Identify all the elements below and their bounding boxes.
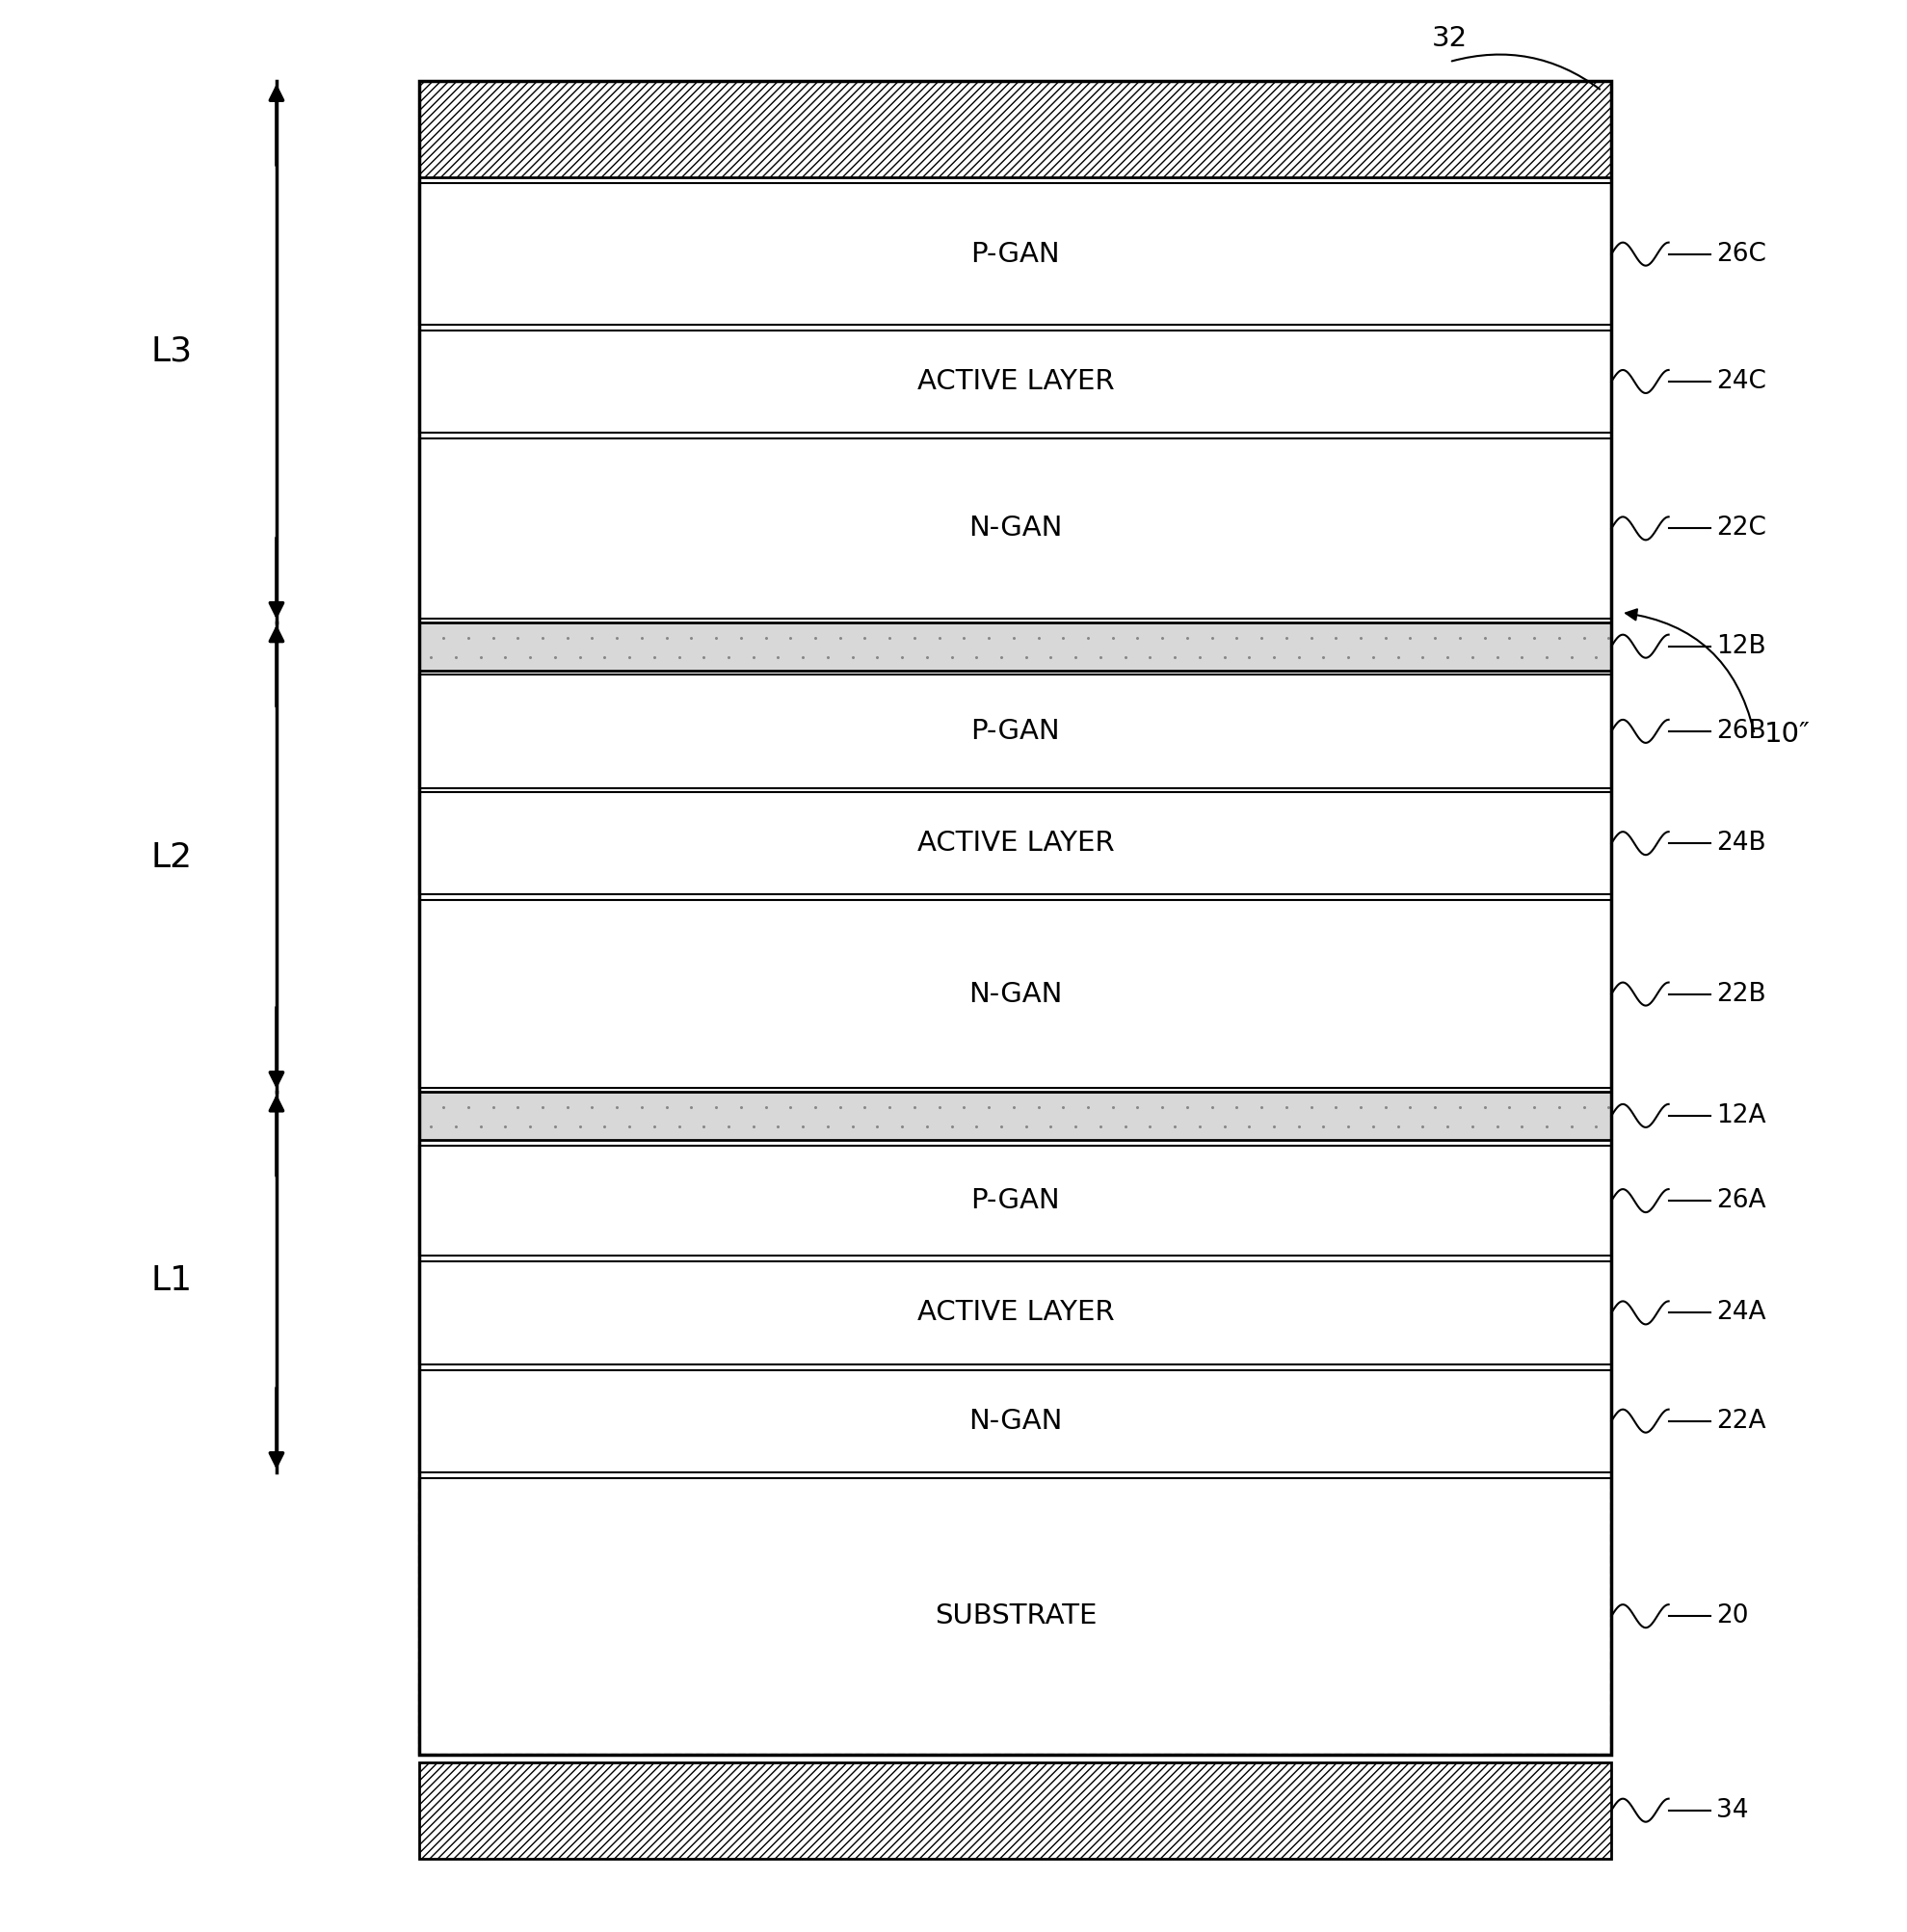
Bar [420,81,1611,1754]
Bar [420,439,1611,618]
Text: L2: L2 [151,842,193,873]
Text: L3: L3 [151,336,193,367]
Bar [420,674,1611,788]
Text: P-GAN: P-GAN [971,719,1060,744]
Text: 10″: 10″ [1764,721,1810,748]
Text: 26B: 26B [1716,719,1766,744]
Text: 24C: 24C [1716,369,1766,394]
Text: ACTIVE LAYER: ACTIVE LAYER [917,1300,1114,1325]
Text: ACTIVE LAYER: ACTIVE LAYER [917,369,1114,394]
Text: 24B: 24B [1716,831,1766,856]
Bar [420,900,1611,1088]
Bar [420,1370,1611,1472]
Text: L1: L1 [151,1265,193,1296]
Text: ACTIVE LAYER: ACTIVE LAYER [917,831,1114,856]
Text: 24A: 24A [1716,1300,1766,1325]
Text: N-GAN: N-GAN [969,516,1062,541]
Bar [420,1146,1611,1256]
Bar [420,1092,1611,1140]
Text: P-GAN: P-GAN [971,1188,1060,1213]
Bar [420,792,1611,895]
Bar [420,622,1611,670]
Text: 26C: 26C [1716,242,1766,267]
Text: N-GAN: N-GAN [969,1408,1062,1434]
Text: 20: 20 [1716,1604,1749,1629]
Text: P-GAN: P-GAN [971,242,1060,267]
Text: 26A: 26A [1716,1188,1766,1213]
Text: SUBSTRATE: SUBSTRATE [934,1604,1097,1629]
Text: 12B: 12B [1716,634,1766,659]
Bar [420,1762,1611,1859]
Bar [420,184,1611,325]
Text: 32: 32 [1432,25,1466,52]
Bar [420,330,1611,433]
Text: N-GAN: N-GAN [969,981,1062,1007]
Bar [420,81,1611,178]
Bar [420,1478,1611,1754]
Bar [420,1262,1611,1364]
Text: 22C: 22C [1716,516,1766,541]
Text: 34: 34 [1716,1799,1749,1822]
Text: 12A: 12A [1716,1103,1766,1128]
Text: 22A: 22A [1716,1408,1766,1434]
Text: 22B: 22B [1716,981,1766,1007]
